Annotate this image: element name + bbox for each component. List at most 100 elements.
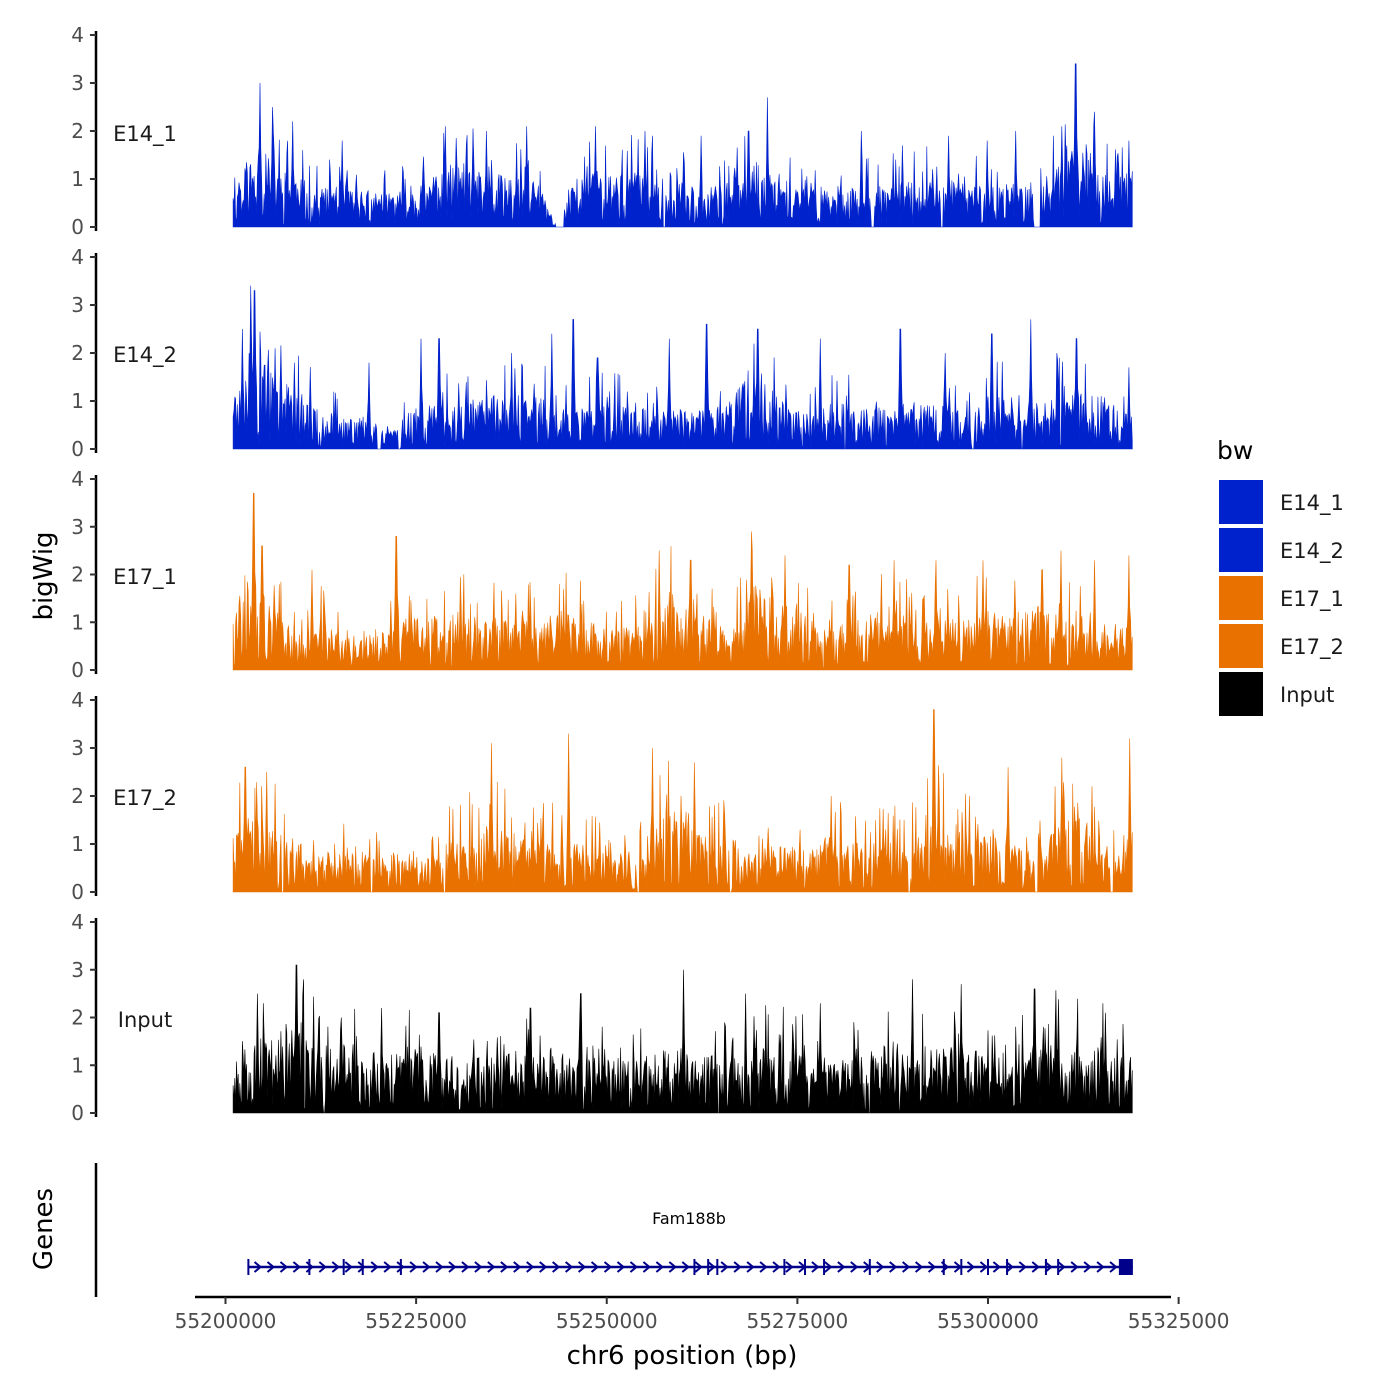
strand-arrow xyxy=(914,1261,924,1273)
x-axis-title: chr6 position (bp) xyxy=(567,1341,798,1371)
gene-exon xyxy=(987,1259,989,1275)
strand-arrow xyxy=(500,1261,509,1273)
y-tick-label: 0 xyxy=(71,880,84,904)
strand-arrow xyxy=(681,1261,690,1273)
coverage-area-input xyxy=(232,964,1133,1114)
strand-arrow xyxy=(487,1261,496,1273)
legend-label: Input xyxy=(1280,683,1334,707)
y-tick-label: 3 xyxy=(71,71,84,95)
strand-arrow xyxy=(539,1261,548,1273)
strand-arrow xyxy=(603,1261,613,1273)
y-tick-label: 3 xyxy=(71,515,84,539)
x-tick-label: 55250000 xyxy=(556,1309,658,1333)
strand-arrow xyxy=(461,1261,470,1273)
legend-label: E17_1 xyxy=(1280,587,1344,612)
legend-swatch-e14-2 xyxy=(1219,528,1263,572)
track-e14-1: 0 1 2 3 4 E14_1 xyxy=(71,23,1133,239)
gene-exon xyxy=(342,1259,345,1275)
strand-arrow xyxy=(448,1261,457,1273)
strand-arrow xyxy=(1044,1261,1053,1273)
strand-arrow xyxy=(279,1261,289,1273)
gene-label-fam188b: Fam188b xyxy=(652,1209,726,1228)
gene-exon xyxy=(399,1259,402,1275)
y-tick-label: 4 xyxy=(71,688,84,712)
strand-arrow xyxy=(253,1261,263,1273)
strand-arrow xyxy=(1005,1261,1014,1273)
strand-arrow xyxy=(616,1261,626,1273)
x-tick-label: 55275000 xyxy=(746,1309,848,1333)
strand-arrow xyxy=(759,1261,768,1273)
strand-arrow xyxy=(902,1261,911,1273)
y-tick-label: 0 xyxy=(71,1101,84,1125)
y-tick-label: 0 xyxy=(71,658,84,682)
gene-exon xyxy=(1044,1259,1047,1275)
strand-arrow xyxy=(927,1261,937,1273)
coverage-area-e14-1 xyxy=(232,63,1133,228)
y-axis-title: bigWig xyxy=(29,531,59,620)
strand-arrow xyxy=(474,1261,483,1273)
gene-utr-block xyxy=(1118,1259,1133,1275)
strand-arrow xyxy=(396,1261,405,1273)
legend-title: bw xyxy=(1217,436,1253,465)
y-tick-label: 1 xyxy=(71,1053,84,1077)
track-e17-1: 0 1 2 3 4 E17_1 xyxy=(71,467,1133,682)
legend-label: E17_2 xyxy=(1280,635,1344,660)
gene-exon xyxy=(823,1259,826,1275)
gene-exon xyxy=(716,1259,719,1275)
gene-exon xyxy=(1057,1259,1060,1275)
strand-arrow xyxy=(876,1261,885,1273)
coverage-tracks: 0 1 2 3 4 E14_1 0 1 2 3 4 E14_2 0 1 2 3 4 E17_1 0 1 2 3 4 E17_2… xyxy=(71,23,1133,1125)
strand-arrow xyxy=(422,1261,431,1273)
y-tick-label: 4 xyxy=(71,245,84,269)
strand-arrow xyxy=(331,1261,340,1273)
strand-arrow xyxy=(979,1261,988,1273)
x-tick-label: 55300000 xyxy=(937,1309,1039,1333)
coverage-area-e17-1 xyxy=(232,493,1133,671)
track-e14-2: 0 1 2 3 4 E14_2 xyxy=(71,245,1133,461)
y-tick-label: 0 xyxy=(71,437,84,461)
strand-arrow xyxy=(837,1261,846,1273)
strand-arrow xyxy=(629,1261,639,1273)
strand-arrow xyxy=(590,1261,600,1273)
x-tick-label: 55200000 xyxy=(175,1309,277,1333)
strand-arrow xyxy=(824,1261,833,1273)
strand-arrow xyxy=(577,1261,587,1273)
strand-arrow xyxy=(811,1261,820,1273)
strand-arrow xyxy=(772,1261,781,1273)
strand-arrow xyxy=(707,1261,716,1273)
strand-arrow xyxy=(966,1261,976,1273)
strand-arrow xyxy=(889,1261,898,1273)
gene-exon xyxy=(693,1259,696,1275)
y-tick-label: 2 xyxy=(71,784,84,808)
y-tick-label: 2 xyxy=(71,1006,84,1030)
y-tick-label: 1 xyxy=(71,389,84,413)
track-input: 0 1 2 3 4 Input xyxy=(71,910,1133,1125)
strand-arrow xyxy=(435,1261,444,1273)
strand-arrow xyxy=(668,1261,677,1273)
strand-arrow xyxy=(383,1261,392,1273)
y-tick-label: 2 xyxy=(71,563,84,587)
strand-arrow xyxy=(1096,1261,1105,1273)
gene-exon xyxy=(868,1259,871,1275)
gene-exon xyxy=(804,1259,806,1275)
strand-arrow xyxy=(850,1261,859,1273)
gene-exon xyxy=(247,1259,250,1275)
track-label: E17_2 xyxy=(113,786,177,811)
y-tick-label: 3 xyxy=(71,736,84,760)
legend-swatch-input xyxy=(1219,672,1263,716)
strand-arrow xyxy=(655,1261,664,1273)
legend: bw E14_1 E14_2 E17_1 E17_2 Input xyxy=(1217,436,1344,716)
x-axis: 55200000 55225000 55250000 55275000 55300000… xyxy=(175,1295,1230,1371)
legend-swatch-e17-1 xyxy=(1219,576,1263,620)
gene-exon xyxy=(707,1259,710,1275)
track-label: Input xyxy=(118,1008,172,1032)
strand-arrow xyxy=(785,1261,794,1273)
strand-arrow xyxy=(344,1261,353,1273)
track-e17-2: 0 1 2 3 4 E17_2 xyxy=(71,688,1133,904)
strand-arrow xyxy=(720,1261,729,1273)
strand-arrow xyxy=(266,1261,276,1273)
strand-arrow xyxy=(357,1261,366,1273)
track-label: E17_1 xyxy=(113,565,177,590)
legend-label: E14_2 xyxy=(1280,539,1344,564)
